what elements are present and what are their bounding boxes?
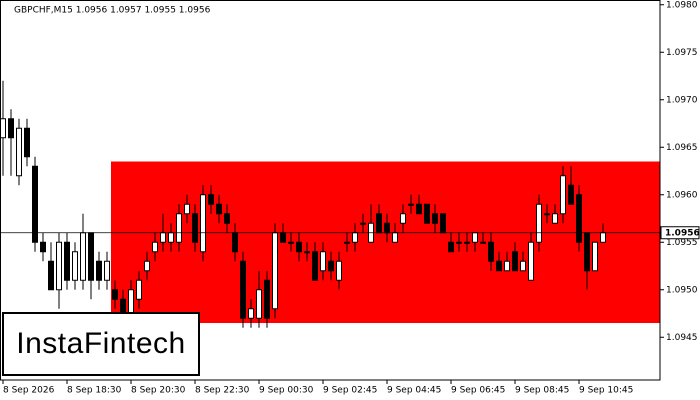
candle-body bbox=[8, 118, 14, 139]
candle-body bbox=[24, 127, 30, 158]
candle-body bbox=[144, 260, 150, 272]
candle-body bbox=[408, 203, 414, 206]
candle-body bbox=[184, 203, 190, 215]
candle-body bbox=[136, 279, 142, 300]
x-tick-label: 8 Sep 18:30 bbox=[67, 386, 122, 396]
y-tick-label: 1.0945 bbox=[666, 333, 698, 343]
candle-body bbox=[32, 165, 38, 243]
candle-body bbox=[328, 260, 334, 272]
candle-body bbox=[336, 260, 342, 281]
x-tick-label: 8 Sep 22:30 bbox=[195, 386, 250, 396]
candle-body bbox=[216, 203, 222, 215]
candle-body bbox=[16, 127, 22, 177]
logo: InstaFintech bbox=[2, 312, 200, 376]
x-tick-label: 9 Sep 06:45 bbox=[451, 386, 505, 396]
candle-body bbox=[472, 232, 478, 243]
candle-body bbox=[104, 260, 110, 281]
candle-body bbox=[600, 232, 606, 243]
candle-body bbox=[504, 260, 510, 272]
candle-body bbox=[224, 213, 230, 224]
x-tick-label: 9 Sep 04:45 bbox=[387, 386, 441, 396]
candle-body bbox=[496, 260, 502, 272]
candle-body bbox=[384, 222, 390, 234]
candle-body bbox=[576, 194, 582, 243]
chart-title: GBPCHF,M15 1.0956 1.0957 1.0955 1.0956 bbox=[14, 6, 211, 16]
candle-body bbox=[464, 241, 470, 244]
current-price-box bbox=[660, 226, 700, 240]
y-tick-label: 1.0965 bbox=[666, 143, 698, 153]
candle-body bbox=[160, 232, 166, 243]
candle-body bbox=[56, 241, 62, 291]
x-tick-label: 9 Sep 00:30 bbox=[259, 386, 314, 396]
candle-body bbox=[456, 241, 462, 244]
candle-body bbox=[200, 194, 206, 253]
candle-body bbox=[480, 241, 486, 244]
plot-frame bbox=[0, 0, 661, 381]
candle-body bbox=[248, 308, 254, 319]
candle-body bbox=[360, 222, 366, 225]
candle-body bbox=[352, 232, 358, 243]
x-tick-label: 9 Sep 02:45 bbox=[323, 386, 377, 396]
candle-body bbox=[304, 251, 310, 254]
x-tick-label: 9 Sep 10:45 bbox=[579, 386, 633, 396]
candle-body bbox=[264, 279, 270, 319]
candle-body bbox=[520, 260, 526, 272]
candle-body bbox=[296, 241, 302, 253]
y-tick-label: 1.0960 bbox=[666, 190, 698, 200]
x-tick-label: 8 Sep 2026 bbox=[3, 386, 55, 396]
candle-body bbox=[560, 175, 566, 215]
candle-body bbox=[400, 213, 406, 224]
y-tick-label: 1.0980 bbox=[666, 0, 698, 10]
candle-body bbox=[528, 241, 534, 281]
candle-body bbox=[440, 213, 446, 234]
candle-body bbox=[568, 184, 574, 205]
candle-body bbox=[536, 203, 542, 243]
candle-body bbox=[320, 251, 326, 272]
y-tick-label: 1.0970 bbox=[666, 95, 698, 105]
candle-body bbox=[416, 203, 422, 215]
candle-body bbox=[544, 213, 550, 216]
candle-body bbox=[48, 260, 54, 291]
candle-body bbox=[256, 289, 262, 319]
candle-body bbox=[208, 194, 214, 205]
candle-body bbox=[432, 213, 438, 224]
candle-body bbox=[88, 232, 94, 281]
candle-body bbox=[280, 232, 286, 243]
x-tick-label: 9 Sep 08:45 bbox=[515, 386, 569, 396]
y-tick-label: 1.0955 bbox=[666, 238, 698, 248]
candle-body bbox=[192, 213, 198, 243]
candle-body bbox=[232, 232, 238, 253]
x-tick-label: 8 Sep 20:30 bbox=[131, 386, 186, 396]
current-price-label: 1.0956 bbox=[665, 228, 700, 238]
candle-body bbox=[424, 203, 430, 224]
candle-body bbox=[592, 241, 598, 272]
candle-body bbox=[112, 289, 118, 300]
y-tick-label: 1.0950 bbox=[666, 285, 698, 295]
candle-body bbox=[0, 118, 6, 139]
candle-body bbox=[168, 232, 174, 243]
candle-body bbox=[288, 241, 294, 244]
candle-body bbox=[152, 241, 158, 253]
candle-body bbox=[64, 241, 70, 281]
candle-body bbox=[512, 251, 518, 272]
candle-body bbox=[584, 232, 590, 272]
candle-body bbox=[488, 241, 494, 262]
candle-body bbox=[392, 232, 398, 243]
candle-body bbox=[176, 213, 182, 243]
candle-body bbox=[272, 232, 278, 310]
candle-body bbox=[344, 241, 350, 244]
candle-body bbox=[312, 251, 318, 281]
y-tick-label: 1.0975 bbox=[666, 48, 698, 58]
candle-body bbox=[40, 241, 46, 253]
candle-body bbox=[448, 241, 454, 253]
candle-body bbox=[240, 260, 246, 319]
candle-body bbox=[72, 251, 78, 281]
candle-body bbox=[376, 213, 382, 234]
candle-body bbox=[96, 260, 102, 281]
candle-body bbox=[552, 213, 558, 224]
candle-body bbox=[80, 232, 86, 281]
